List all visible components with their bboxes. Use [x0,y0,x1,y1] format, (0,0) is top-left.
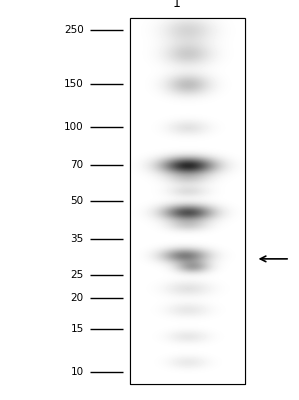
FancyBboxPatch shape [130,18,245,384]
Text: 15: 15 [71,324,84,334]
Text: 20: 20 [71,293,84,303]
Text: 25: 25 [71,270,84,280]
Text: 100: 100 [64,122,84,132]
Text: 10: 10 [71,367,84,377]
Text: 35: 35 [71,234,84,244]
Text: 150: 150 [64,79,84,89]
Text: 250: 250 [64,25,84,35]
Text: 50: 50 [71,196,84,206]
Text: 1: 1 [173,0,180,10]
Text: 70: 70 [71,160,84,170]
